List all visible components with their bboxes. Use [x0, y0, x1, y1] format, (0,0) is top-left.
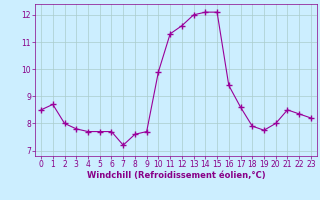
X-axis label: Windchill (Refroidissement éolien,°C): Windchill (Refroidissement éolien,°C) — [87, 171, 265, 180]
